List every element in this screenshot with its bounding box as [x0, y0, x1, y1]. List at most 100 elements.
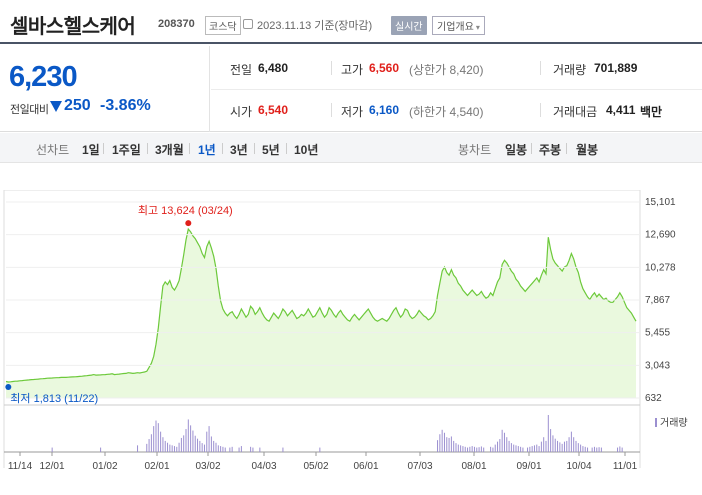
candle-monthly[interactable]: 월봉 — [576, 143, 599, 157]
volume-bar — [517, 446, 519, 452]
volume-bar — [467, 447, 469, 452]
x-tick-label: 05/02 — [303, 461, 328, 472]
volume-bar — [591, 447, 593, 452]
x-tick-label: 10/04 — [566, 461, 591, 472]
volume-bar — [137, 445, 139, 452]
divider — [147, 143, 148, 154]
upper-limit: (상한가 8,420) — [409, 63, 484, 77]
divider — [222, 143, 223, 154]
realtime-button[interactable]: 실시간 — [391, 16, 427, 35]
volume-bar — [584, 446, 586, 452]
volume-bar — [215, 442, 217, 452]
x-tick-label: 11/14 — [8, 461, 33, 472]
chevron-down-icon: ▾ — [475, 23, 480, 32]
volume-bar — [522, 447, 524, 452]
candle-chart-label: 봉차트 — [458, 143, 492, 157]
y-tick-label: 632 — [645, 393, 662, 404]
volume-bar — [483, 447, 485, 452]
x-tick-label: 02/01 — [144, 461, 169, 472]
volume-bar — [561, 443, 563, 452]
volume-bar — [471, 446, 473, 452]
volume-bar — [319, 447, 321, 452]
volume-bar — [206, 431, 208, 452]
candle-weekly[interactable]: 주봉 — [539, 143, 562, 157]
volume-bar — [557, 440, 559, 452]
y-tick-label: 3,043 — [645, 360, 670, 371]
divider — [103, 143, 104, 154]
volume-bar — [545, 440, 547, 452]
period-5y[interactable]: 5년 — [262, 143, 280, 157]
volume-bar — [573, 437, 575, 452]
price-chart[interactable]: 15,101 12,690 10,278 7,867 5,455 3,043 632 11/… — [0, 189, 702, 495]
volume-bar — [217, 445, 219, 452]
volume-bar — [250, 446, 252, 452]
volume-bar — [570, 431, 572, 452]
divider — [286, 143, 287, 154]
period-1w[interactable]: 1주일 — [112, 143, 141, 157]
volume-bar — [593, 446, 595, 452]
volume-bar — [547, 415, 549, 452]
current-price-box: 6,230 전일대비 250 -3.86% — [0, 46, 210, 132]
amount-label: 거래대금 — [553, 105, 598, 119]
change-label: 전일대비 — [10, 104, 49, 116]
y-tick-label: 5,455 — [645, 328, 670, 339]
divider — [331, 103, 332, 117]
divider — [540, 61, 541, 75]
period-3m[interactable]: 3개월 — [155, 143, 184, 157]
volume-bar — [187, 419, 189, 452]
volume-bar — [543, 437, 545, 452]
stock-header: 셀바스헬스케어 208370 코스닥 2023.11.13 기준(장마감) 실시… — [0, 0, 702, 44]
volume-bar — [520, 446, 522, 452]
volume-bar — [513, 444, 515, 452]
volume-bar — [527, 447, 529, 452]
volume-bar — [575, 440, 577, 452]
y-tick-label: 7,867 — [645, 295, 670, 306]
volume-bar — [220, 446, 222, 452]
volume-bar — [455, 443, 457, 452]
volume-bar — [552, 435, 554, 452]
volume-bar — [443, 432, 445, 452]
volume-bar — [199, 440, 201, 452]
volume-bar — [194, 435, 196, 452]
volume-bar — [150, 434, 152, 452]
volume-bar — [515, 445, 517, 452]
volume-bar — [176, 446, 178, 452]
prev-close-value: 6,480 — [258, 61, 289, 75]
amount-value: 4,411 — [606, 103, 636, 117]
volume-bar — [529, 446, 531, 452]
stock-code: 208370 — [158, 18, 195, 30]
volume-bar — [531, 446, 533, 452]
volume-bar — [153, 426, 155, 452]
volume-bar — [146, 443, 148, 452]
x-tick-label: 08/01 — [461, 461, 486, 472]
period-10y[interactable]: 10년 — [294, 143, 319, 157]
volume-bar — [582, 446, 584, 452]
period-1d[interactable]: 1일 — [82, 143, 100, 157]
volume-bar — [183, 435, 185, 452]
x-tick-label: 12/01 — [39, 461, 64, 472]
volume-bar — [600, 447, 602, 452]
price-line — [5, 227, 637, 383]
market-badge: 코스닥 — [205, 16, 241, 35]
volume-bar — [460, 445, 462, 452]
min-point-marker — [5, 384, 12, 391]
period-1y[interactable]: 1년 — [198, 143, 216, 157]
volume-bar — [192, 430, 194, 452]
volume-bar — [550, 429, 552, 452]
x-tick-label: 01/02 — [92, 461, 117, 472]
volume-bar — [490, 446, 492, 452]
volume-bar — [559, 442, 561, 452]
volume-value: 701,889 — [594, 61, 638, 75]
volume-bar — [538, 446, 540, 452]
divider — [189, 143, 190, 154]
company-overview-button[interactable]: 기업개요 ▾ — [432, 16, 485, 35]
volume-bar — [252, 447, 254, 452]
volume-bar — [453, 440, 455, 452]
x-axis-ticks: 11/14 12/01 01/02 02/01 03/02 04/03 05/02 06/01… — [8, 452, 638, 472]
period-3y[interactable]: 3년 — [230, 143, 248, 157]
min-annotation: 최저 1,813 (11/22) — [10, 392, 98, 405]
volume-bar — [501, 429, 503, 452]
volume-bar — [506, 437, 508, 452]
volume-bar — [499, 439, 501, 452]
candle-daily[interactable]: 일봉 — [505, 143, 528, 157]
